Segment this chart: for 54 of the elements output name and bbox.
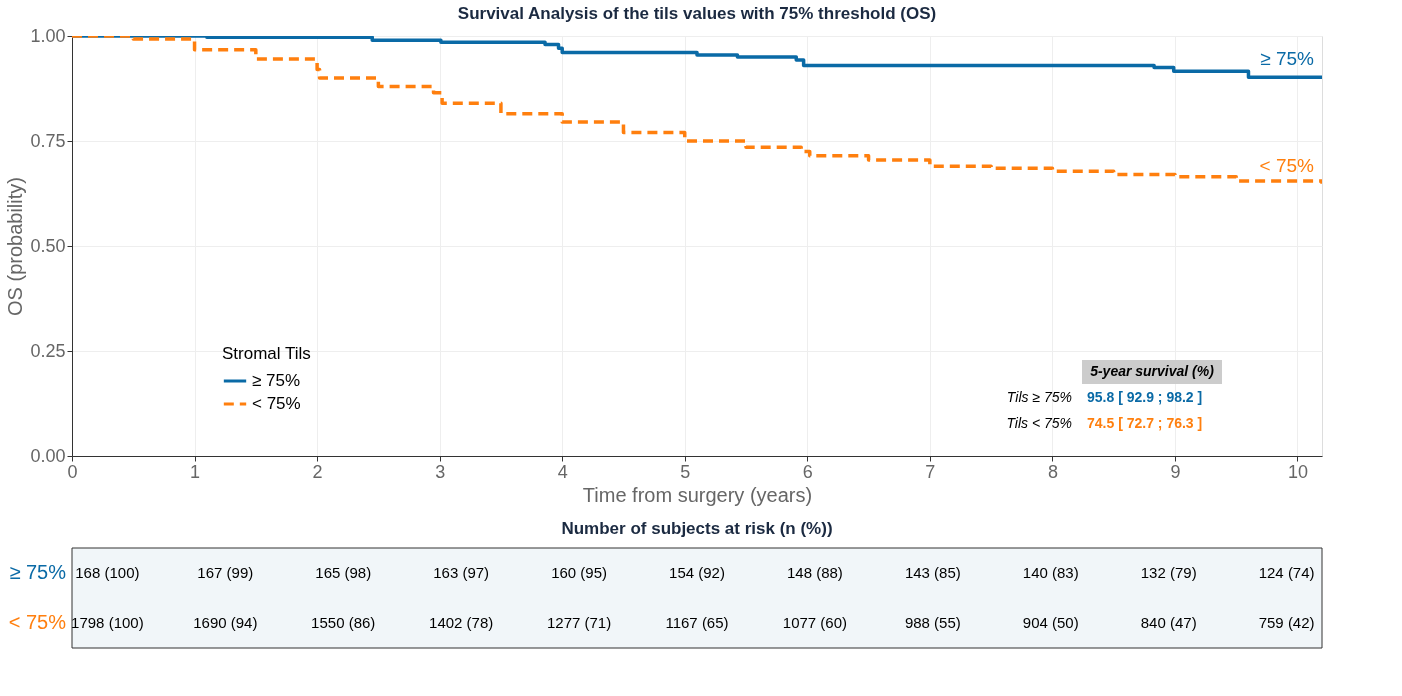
- text: 1167 (65): [665, 614, 729, 631]
- y-tick-label: 0.75: [30, 130, 66, 151]
- text: 154 (92): [669, 564, 725, 581]
- y-tick-label: 0.50: [30, 235, 66, 256]
- legend-label: ≥ 75%: [252, 371, 301, 390]
- text: 988 (55): [904, 614, 961, 631]
- text: 165 (98): [315, 564, 372, 581]
- x-tick-label: 8: [1047, 461, 1058, 482]
- text: 140 (83): [1022, 564, 1079, 581]
- text: 1798 (100): [71, 614, 144, 631]
- text: < 75%: [1259, 154, 1314, 176]
- x-tick-label: 10: [1287, 461, 1309, 482]
- text: 148 (88): [786, 564, 843, 581]
- text: 1550 (86): [311, 614, 376, 631]
- x-tick-label: 2: [312, 461, 323, 482]
- x-tick-label: 5: [680, 461, 691, 482]
- y-tick-label: 1.00: [30, 25, 66, 46]
- x-tick-label: 6: [802, 461, 813, 482]
- annotation: 5-year survival (%): [1090, 363, 1215, 379]
- text: ≥ 75%: [1260, 48, 1314, 70]
- x-tick-label: 7: [925, 461, 936, 482]
- text: 160 (95): [551, 564, 608, 581]
- text: 132 (79): [1140, 564, 1197, 581]
- y-axis-title: OS (probability): [4, 177, 27, 316]
- legend-title: Stromal Tils: [222, 344, 311, 363]
- text: 1402 (78): [429, 614, 494, 631]
- text: < 75%: [8, 611, 67, 633]
- text: 759 (42): [1258, 614, 1315, 631]
- y-tick-label: 0.00: [30, 445, 66, 466]
- x-tick-label: 4: [557, 461, 568, 482]
- text: 167 (99): [197, 564, 254, 581]
- annotation: Tils ≥ 75%: [1006, 389, 1072, 405]
- text: 143 (85): [904, 564, 961, 581]
- x-tick-label: 1: [190, 461, 201, 482]
- text: 904 (50): [1022, 614, 1079, 631]
- x-tick-label: 9: [1170, 461, 1181, 482]
- y-tick-label: 0.25: [30, 340, 66, 361]
- text: 124 (74): [1258, 564, 1315, 581]
- x-axis-title: Time from surgery (years): [582, 483, 813, 506]
- annotation: 74.5 [ 72.7 ; 76.3 ]: [1087, 415, 1203, 431]
- text: 1077 (60): [782, 614, 848, 631]
- text: 840 (47): [1140, 614, 1197, 631]
- text: 1277 (71): [546, 614, 612, 631]
- legend-label: < 75%: [252, 394, 301, 413]
- x-tick-label: 0: [67, 461, 78, 482]
- text: Number of subjects at risk (n (%)): [561, 519, 833, 538]
- annotation: 95.8 [ 92.9 ; 98.2 ]: [1087, 389, 1203, 405]
- text: 163 (97): [433, 564, 490, 581]
- text: ≥ 75%: [9, 561, 67, 583]
- text: 1690 (94): [193, 614, 258, 631]
- annotation: Tils < 75%: [1006, 415, 1072, 431]
- chart-title: Survival Analysis of the tils values with 75% threshold (OS): [457, 4, 937, 23]
- text: 168 (100): [75, 564, 140, 581]
- x-tick-label: 3: [435, 461, 446, 482]
